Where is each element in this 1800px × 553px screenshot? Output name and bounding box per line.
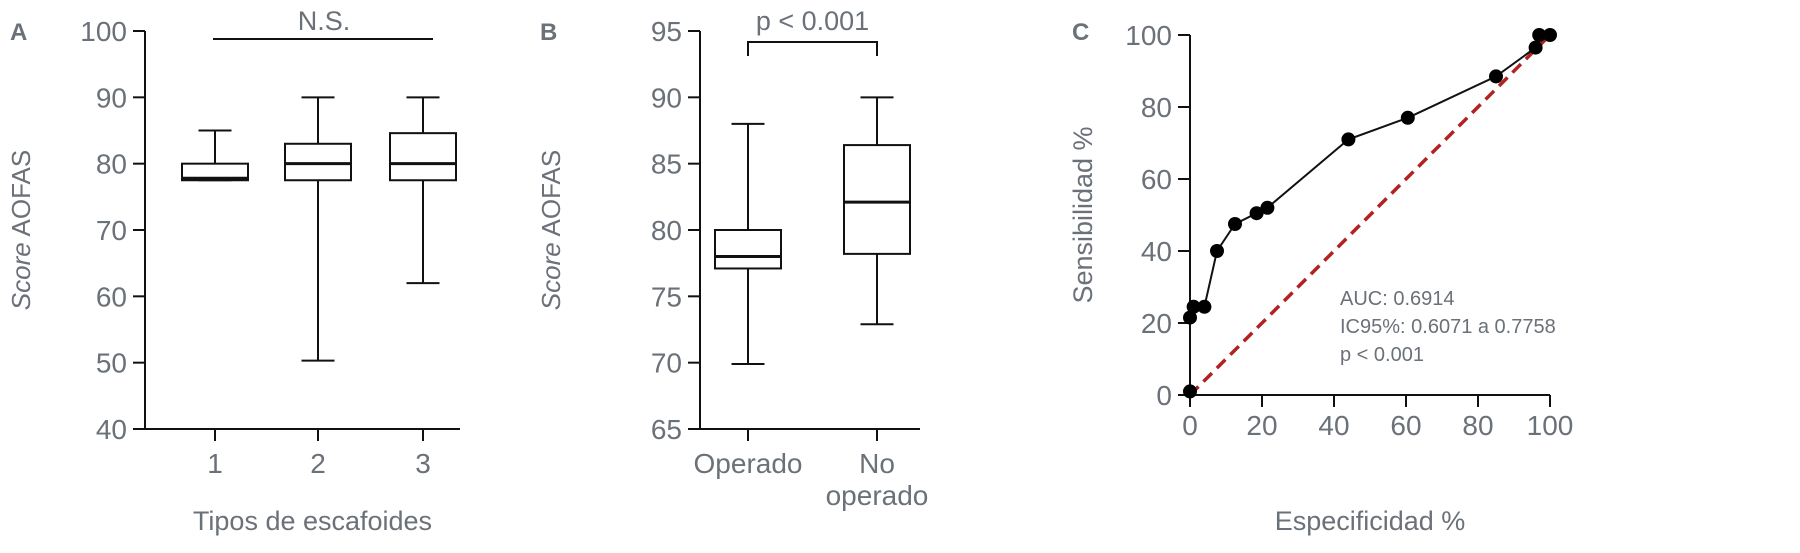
box-iqr [714, 229, 782, 270]
roc-point [1183, 384, 1197, 399]
reference-line [1188, 33, 1552, 397]
x-tick-label: 100 [1527, 410, 1574, 441]
x-tick-label: 3 [415, 448, 431, 479]
y-tick-label: 40 [1141, 236, 1172, 267]
roc-point [1532, 28, 1547, 42]
box-1 [714, 122, 782, 365]
x-tick-label: 80 [1462, 410, 1493, 441]
y-tick-label: 0 [1156, 380, 1172, 411]
significance-label: N.S. [298, 6, 351, 36]
y-tick-label: 100 [1125, 20, 1172, 51]
roc-point [1341, 132, 1356, 147]
x-tick-label: 0 [1182, 410, 1198, 441]
y-axis-label-text: AOFAS [6, 150, 36, 243]
y-tick-label: 80 [1141, 92, 1172, 123]
roc-annotation: p < 0.001 [1340, 344, 1424, 366]
x-tick-label: operado [826, 480, 929, 511]
x-axis-label: Especificidad % [1275, 506, 1466, 536]
roc-point [1186, 299, 1201, 314]
x-tick-label: 20 [1246, 410, 1277, 441]
significance-bracket [747, 41, 878, 56]
roc-point [1183, 310, 1197, 325]
panel-letter: C [1072, 19, 1089, 46]
box-iqr [843, 144, 911, 255]
x-tick-label: No [859, 448, 895, 479]
y-tick-label: 65 [651, 414, 682, 445]
roc-point [1197, 299, 1212, 314]
roc-point [1489, 69, 1503, 84]
box-iqr [389, 132, 457, 182]
x-tick-label: Operado [694, 448, 803, 479]
y-tick-label: 85 [651, 149, 682, 180]
roc-point [1543, 28, 1557, 42]
roc-annotation: IC95%: 0.6071 a 0.7758 [1340, 316, 1556, 338]
box-1 [181, 129, 249, 182]
y-tick-label: 100 [80, 16, 127, 47]
y-axis-label-italic: Score [6, 242, 36, 310]
y-tick-label: 80 [651, 215, 682, 246]
y-tick-label: 75 [651, 281, 682, 312]
y-tick-label: 60 [96, 281, 127, 312]
y-axis-label: Score AOFAS [536, 150, 566, 310]
x-axis-label: Tipos de escafoides [193, 506, 432, 536]
y-axis-label: Sensibilidad % [1068, 126, 1098, 303]
y-tick-label: 40 [96, 414, 127, 445]
x-tick-label: 60 [1390, 410, 1421, 441]
y-tick-label: 20 [1141, 308, 1172, 339]
x-tick-label: 1 [207, 448, 223, 479]
box-iqr [284, 142, 352, 182]
y-tick-label: 70 [96, 215, 127, 246]
y-tick-label: 90 [96, 82, 127, 113]
y-axis-label-text: AOFAS [536, 150, 566, 243]
y-axis-label: Score AOFAS [6, 150, 36, 310]
x-tick-label: 2 [310, 448, 326, 479]
x-tick-label: 40 [1318, 410, 1349, 441]
box-2 [843, 96, 911, 326]
roc-point [1210, 244, 1224, 258]
roc-point [1249, 206, 1264, 221]
y-tick-label: 60 [1141, 164, 1172, 195]
y-tick-label: 50 [96, 348, 127, 379]
box-2 [284, 96, 352, 362]
y-axis-label-italic: Score [536, 242, 566, 310]
roc-point [1400, 110, 1415, 125]
significance-label: p < 0.001 [756, 6, 869, 36]
y-tick-label: 90 [651, 82, 682, 113]
y-tick-label: 80 [96, 149, 127, 180]
box-iqr [181, 162, 249, 182]
roc-point [1260, 200, 1275, 215]
roc-annotation: AUC: 0.6914 [1340, 288, 1455, 310]
roc-point [1228, 217, 1242, 231]
y-tick-label: 95 [651, 16, 682, 47]
y-tick-label: 70 [651, 348, 682, 379]
panel-letter: B [540, 19, 557, 46]
box-3 [389, 96, 457, 285]
roc-point [1528, 40, 1543, 55]
panel-letter: A [10, 19, 27, 46]
